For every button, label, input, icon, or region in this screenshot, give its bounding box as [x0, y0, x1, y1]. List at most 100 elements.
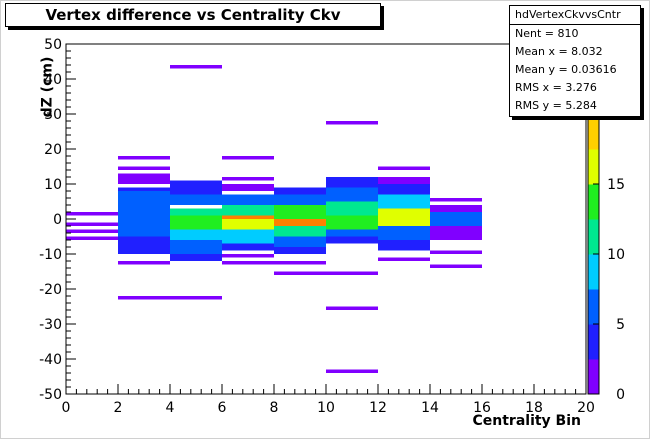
heatmap-cell	[274, 261, 326, 265]
x-tick-label: 2	[114, 400, 123, 416]
heatmap-cell	[430, 264, 482, 268]
y-tick-label: 30	[44, 107, 62, 123]
y-tick-label: -40	[39, 352, 62, 368]
heatmap-cell	[170, 229, 222, 240]
stats-mean-y: Mean y = 0.03616	[515, 63, 617, 76]
heatmap-cell	[66, 212, 118, 216]
heatmap-cell	[326, 201, 378, 216]
x-axis-label: Centrality Bin	[472, 413, 581, 429]
heatmap-cell	[430, 205, 482, 212]
heatmap-cell	[170, 215, 222, 230]
heatmap-cell	[378, 240, 430, 251]
heatmap-cell	[274, 236, 326, 247]
heatmap-cell	[118, 177, 170, 184]
x-tick-label: 18	[525, 400, 543, 416]
heatmap-cells	[66, 65, 482, 373]
heatmap-cell	[170, 65, 222, 69]
x-tick-label: 0	[62, 400, 71, 416]
palette-tick-label: 5	[616, 317, 625, 333]
heatmap-cell	[274, 226, 326, 237]
heatmap-cell	[118, 156, 170, 160]
heatmap-cell	[66, 222, 118, 226]
heatmap-cell	[274, 219, 326, 226]
stats-entries: Nent = 810	[515, 27, 579, 40]
heatmap-cell	[274, 194, 326, 205]
stats-box: hdVertexCkvvsCntr Nent = 810 Mean x = 8.…	[509, 5, 641, 117]
heatmap-cell	[222, 254, 274, 258]
x-tick-label: 12	[369, 400, 387, 416]
heatmap-cell	[326, 306, 378, 310]
x-axis: 0 2 4 6 8 10 12 14 16 18 20	[62, 384, 595, 416]
heatmap-cell	[118, 236, 170, 254]
x-tick-label: 8	[270, 400, 279, 416]
heatmap-cell	[326, 177, 378, 188]
palette-tick-label: 0	[616, 387, 625, 403]
heatmap-cell	[378, 194, 430, 209]
heatmap-cell	[326, 187, 378, 202]
x-tick-label: 14	[421, 400, 439, 416]
x-tick-label: 10	[317, 400, 335, 416]
palette-swatch	[588, 359, 599, 395]
heatmap-cell	[118, 187, 170, 191]
heatmap-cell	[326, 121, 378, 125]
palette-swatch	[588, 184, 599, 220]
heatmap-cell	[118, 166, 170, 170]
heatmap-cell	[274, 247, 326, 254]
heatmap-cell	[222, 215, 274, 219]
heatmap-cell	[378, 166, 430, 170]
heatmap-cell	[378, 226, 430, 240]
y-tick-label: -20	[39, 282, 62, 298]
heatmap-cell	[170, 240, 222, 254]
heatmap-cell	[274, 271, 326, 275]
heatmap-cell	[378, 257, 430, 261]
palette-swatch	[588, 219, 599, 255]
heatmap-cell	[170, 180, 222, 195]
stats-mean-x: Mean x = 8.032	[515, 45, 603, 58]
heatmap-cell	[118, 173, 170, 177]
stats-rms-x: RMS x = 3.276	[515, 81, 597, 94]
heatmap-cell	[430, 226, 482, 240]
y-axis-label: dZ (cm)	[39, 56, 56, 118]
heatmap-cell	[222, 261, 274, 265]
heatmap-cell	[326, 369, 378, 373]
heatmap-cell	[274, 187, 326, 195]
y-tick-label: 50	[44, 37, 62, 53]
heatmap-cell	[170, 208, 222, 216]
heatmap-cell	[274, 205, 326, 219]
heatmap-cell	[326, 271, 378, 275]
palette-tick-label: 10	[607, 247, 625, 263]
heatmap-cell	[326, 229, 378, 237]
heatmap-cell	[222, 184, 274, 191]
y-tick-label: 10	[44, 177, 62, 193]
heatmap-cell	[222, 194, 274, 205]
y-tick-label: -30	[39, 317, 62, 333]
palette-swatch	[588, 289, 599, 325]
x-tick-label: 16	[473, 400, 491, 416]
heatmap-cell	[222, 156, 274, 160]
palette-tick-label: 15	[607, 177, 625, 193]
y-tick-label: 0	[53, 212, 62, 228]
heatmap-cell	[118, 191, 170, 237]
heatmap-cell	[378, 177, 430, 184]
stats-histogram-name: hdVertexCkvvsCntr	[510, 6, 640, 25]
y-tick-label: -10	[39, 247, 62, 263]
stats-rms-y: RMS y = 5.284	[515, 99, 597, 112]
heatmap-cell	[222, 205, 274, 216]
x-tick-label: 20	[577, 400, 595, 416]
y-axis: -50 -40 -30 -20 -10 0 10 20 30 40 50	[39, 37, 76, 403]
heatmap-cell	[430, 250, 482, 254]
palette-swatch	[588, 114, 599, 150]
heatmap-cell	[430, 212, 482, 226]
y-tick-label: 20	[44, 142, 62, 158]
heatmap-cell	[170, 254, 222, 261]
x-tick-label: 4	[166, 400, 175, 416]
heatmap-cell	[170, 296, 222, 300]
palette-swatch	[588, 324, 599, 360]
heatmap-cell	[378, 184, 430, 195]
y-tick-label: 40	[44, 72, 62, 88]
heatmap-cell	[66, 236, 118, 240]
heatmap-cell	[326, 215, 378, 230]
heatmap-cell	[222, 243, 274, 251]
heatmap-cell	[170, 194, 222, 205]
